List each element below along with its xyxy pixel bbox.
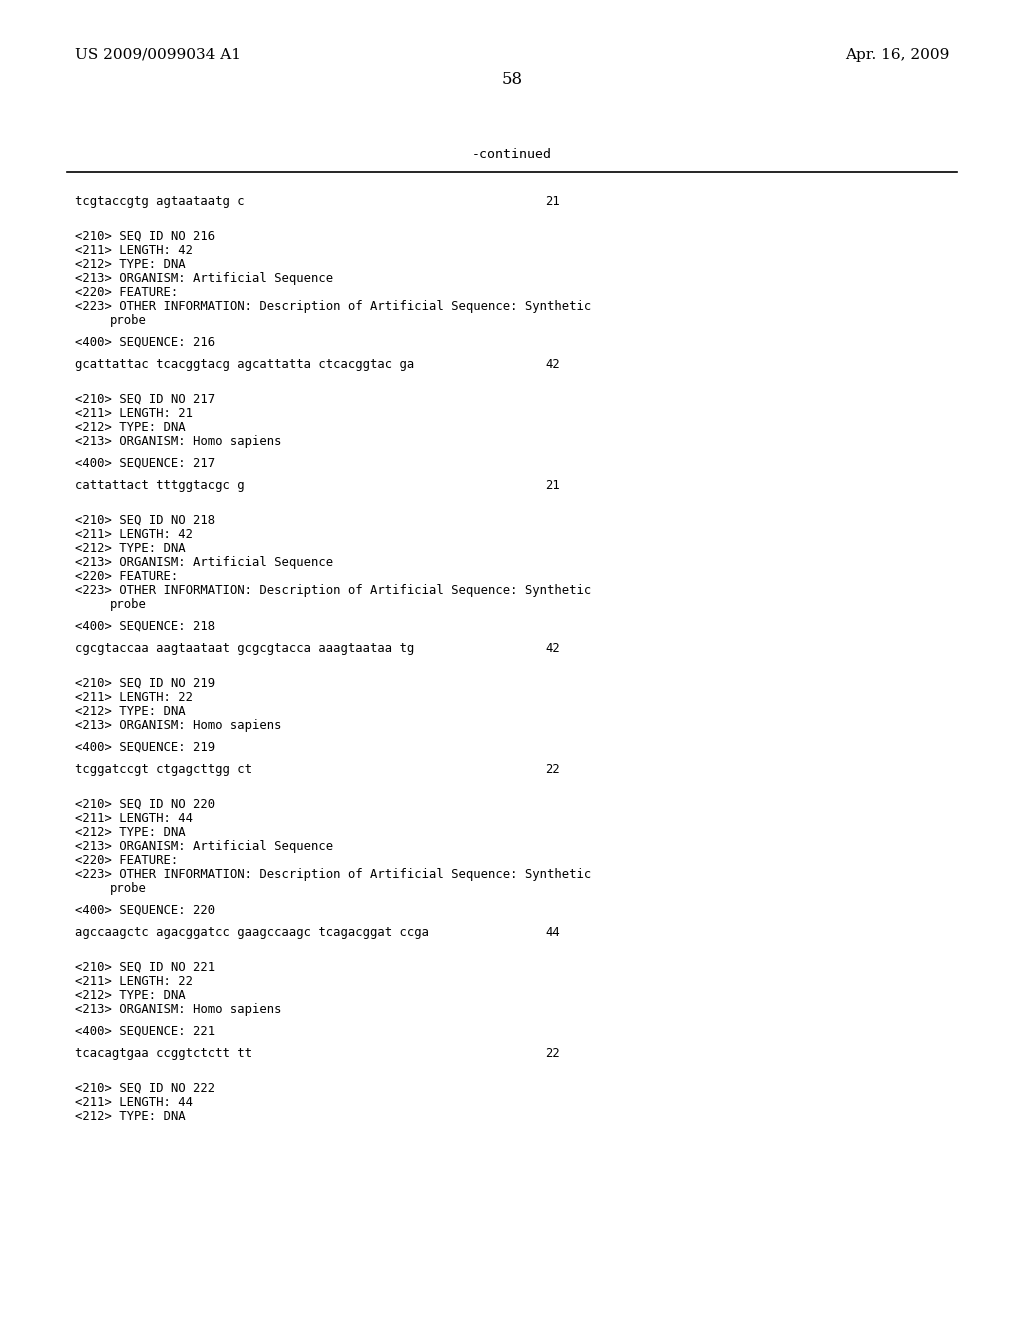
- Text: probe: probe: [110, 314, 146, 327]
- Text: <400> SEQUENCE: 221: <400> SEQUENCE: 221: [75, 1026, 215, 1038]
- Text: <211> LENGTH: 22: <211> LENGTH: 22: [75, 690, 193, 704]
- Text: tcacagtgaa ccggtctctt tt: tcacagtgaa ccggtctctt tt: [75, 1047, 252, 1060]
- Text: <213> ORGANISM: Homo sapiens: <213> ORGANISM: Homo sapiens: [75, 1003, 282, 1016]
- Text: <400> SEQUENCE: 220: <400> SEQUENCE: 220: [75, 904, 215, 917]
- Text: <400> SEQUENCE: 216: <400> SEQUENCE: 216: [75, 337, 215, 348]
- Text: cgcgtaccaa aagtaataat gcgcgtacca aaagtaataa tg: cgcgtaccaa aagtaataat gcgcgtacca aaagtaa…: [75, 642, 415, 655]
- Text: <210> SEQ ID NO 219: <210> SEQ ID NO 219: [75, 677, 215, 690]
- Text: <223> OTHER INFORMATION: Description of Artificial Sequence: Synthetic: <223> OTHER INFORMATION: Description of …: [75, 300, 591, 313]
- Text: -continued: -continued: [472, 149, 552, 161]
- Text: <211> LENGTH: 42: <211> LENGTH: 42: [75, 244, 193, 257]
- Text: <213> ORGANISM: Artificial Sequence: <213> ORGANISM: Artificial Sequence: [75, 840, 333, 853]
- Text: <212> TYPE: DNA: <212> TYPE: DNA: [75, 543, 185, 554]
- Text: <220> FEATURE:: <220> FEATURE:: [75, 286, 178, 300]
- Text: <223> OTHER INFORMATION: Description of Artificial Sequence: Synthetic: <223> OTHER INFORMATION: Description of …: [75, 583, 591, 597]
- Text: <210> SEQ ID NO 216: <210> SEQ ID NO 216: [75, 230, 215, 243]
- Text: <220> FEATURE:: <220> FEATURE:: [75, 570, 178, 583]
- Text: probe: probe: [110, 882, 146, 895]
- Text: 21: 21: [545, 195, 560, 209]
- Text: tcgtaccgtg agtaataatg c: tcgtaccgtg agtaataatg c: [75, 195, 245, 209]
- Text: cattattact tttggtacgc g: cattattact tttggtacgc g: [75, 479, 245, 492]
- Text: <211> LENGTH: 21: <211> LENGTH: 21: [75, 407, 193, 420]
- Text: <211> LENGTH: 44: <211> LENGTH: 44: [75, 1096, 193, 1109]
- Text: 44: 44: [545, 927, 560, 939]
- Text: <210> SEQ ID NO 218: <210> SEQ ID NO 218: [75, 513, 215, 527]
- Text: <213> ORGANISM: Artificial Sequence: <213> ORGANISM: Artificial Sequence: [75, 556, 333, 569]
- Text: 22: 22: [545, 1047, 560, 1060]
- Text: 42: 42: [545, 358, 560, 371]
- Text: 42: 42: [545, 642, 560, 655]
- Text: <213> ORGANISM: Artificial Sequence: <213> ORGANISM: Artificial Sequence: [75, 272, 333, 285]
- Text: <212> TYPE: DNA: <212> TYPE: DNA: [75, 826, 185, 840]
- Text: agccaagctc agacggatcc gaagccaagc tcagacggat ccga: agccaagctc agacggatcc gaagccaagc tcagacg…: [75, 927, 429, 939]
- Text: <211> LENGTH: 22: <211> LENGTH: 22: [75, 975, 193, 987]
- Text: <211> LENGTH: 42: <211> LENGTH: 42: [75, 528, 193, 541]
- Text: 21: 21: [545, 479, 560, 492]
- Text: <220> FEATURE:: <220> FEATURE:: [75, 854, 178, 867]
- Text: <212> TYPE: DNA: <212> TYPE: DNA: [75, 421, 185, 434]
- Text: <223> OTHER INFORMATION: Description of Artificial Sequence: Synthetic: <223> OTHER INFORMATION: Description of …: [75, 869, 591, 880]
- Text: <213> ORGANISM: Homo sapiens: <213> ORGANISM: Homo sapiens: [75, 719, 282, 733]
- Text: <210> SEQ ID NO 217: <210> SEQ ID NO 217: [75, 393, 215, 407]
- Text: tcggatccgt ctgagcttgg ct: tcggatccgt ctgagcttgg ct: [75, 763, 252, 776]
- Text: <212> TYPE: DNA: <212> TYPE: DNA: [75, 257, 185, 271]
- Text: probe: probe: [110, 598, 146, 611]
- Text: <210> SEQ ID NO 222: <210> SEQ ID NO 222: [75, 1082, 215, 1096]
- Text: <212> TYPE: DNA: <212> TYPE: DNA: [75, 705, 185, 718]
- Text: <400> SEQUENCE: 219: <400> SEQUENCE: 219: [75, 741, 215, 754]
- Text: <210> SEQ ID NO 221: <210> SEQ ID NO 221: [75, 961, 215, 974]
- Text: gcattattac tcacggtacg agcattatta ctcacggtac ga: gcattattac tcacggtacg agcattatta ctcacgg…: [75, 358, 415, 371]
- Text: US 2009/0099034 A1: US 2009/0099034 A1: [75, 48, 241, 62]
- Text: <211> LENGTH: 44: <211> LENGTH: 44: [75, 812, 193, 825]
- Text: <400> SEQUENCE: 218: <400> SEQUENCE: 218: [75, 620, 215, 634]
- Text: 22: 22: [545, 763, 560, 776]
- Text: Apr. 16, 2009: Apr. 16, 2009: [845, 48, 949, 62]
- Text: <210> SEQ ID NO 220: <210> SEQ ID NO 220: [75, 799, 215, 810]
- Text: <400> SEQUENCE: 217: <400> SEQUENCE: 217: [75, 457, 215, 470]
- Text: <212> TYPE: DNA: <212> TYPE: DNA: [75, 989, 185, 1002]
- Text: <212> TYPE: DNA: <212> TYPE: DNA: [75, 1110, 185, 1123]
- Text: <213> ORGANISM: Homo sapiens: <213> ORGANISM: Homo sapiens: [75, 436, 282, 447]
- Text: 58: 58: [502, 71, 522, 88]
